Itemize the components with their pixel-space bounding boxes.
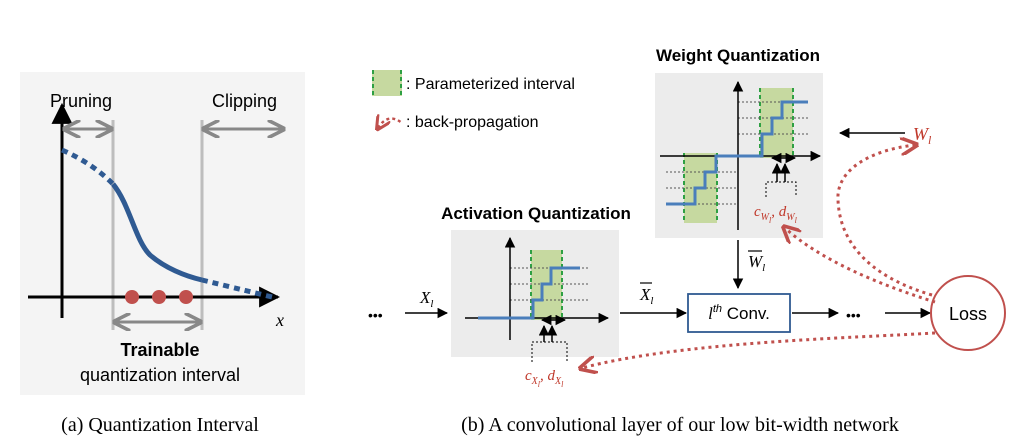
loss-node <box>930 275 1006 351</box>
curve-clipped-segment <box>201 277 273 300</box>
weight-interval-positive <box>760 88 793 158</box>
activation-step-function <box>478 266 580 320</box>
backprop-to-activation-params <box>582 331 936 368</box>
weight-param-bracket <box>765 181 797 197</box>
quantized-weight-label: Wl <box>748 252 765 274</box>
weight-quantization-title: Weight Quantization <box>656 46 820 65</box>
caption-a: (a) Quantization Interval <box>61 414 259 436</box>
input-ellipsis: ••• <box>368 307 383 323</box>
backprop-to-weight-input <box>836 145 933 297</box>
clipping-label: Clipping <box>212 91 277 111</box>
conv-layer-label: lth Conv. <box>708 303 770 323</box>
legend-backprop-label: : back-propagation <box>406 114 539 131</box>
weight-input-label: Wl <box>913 124 932 147</box>
quantization-interval-label: quantization interval <box>80 365 240 385</box>
activation-input-label: Xl <box>419 288 433 310</box>
conv-layer-box <box>687 293 791 333</box>
output-ellipsis: ••• <box>846 307 861 323</box>
legend-backprop-arrow <box>378 119 403 128</box>
backprop-to-weight-params <box>785 228 936 304</box>
quantized-activation-label: Xl <box>639 285 653 307</box>
curve-trainable-segment <box>111 182 203 283</box>
quantization-point <box>125 290 139 304</box>
x-axis-label: x <box>275 310 284 330</box>
quantization-point <box>179 290 193 304</box>
legend-interval-label: : Parameterized interval <box>406 76 575 93</box>
panel-a-quantization-interval: Pruning Clipping x Trainable quantizatio… <box>20 72 305 436</box>
loss-label: Loss <box>949 304 987 324</box>
quantization-point <box>152 290 166 304</box>
activation-quantization-title: Activation Quantization <box>441 204 631 223</box>
legend-interval-swatch <box>372 70 402 96</box>
pruning-label: Pruning <box>50 91 112 111</box>
weight-step-function <box>666 100 808 206</box>
curve-pruned-segment <box>61 147 115 186</box>
caption-b: (b) A convolutional layer of our low bit… <box>461 414 899 436</box>
panel-b-conv-layer: : Parameterized interval : back-propagat… <box>368 46 1006 436</box>
activation-param-bracket <box>531 341 568 362</box>
trainable-label: Trainable <box>120 340 199 360</box>
activation-params-label: cXl, dXl <box>525 368 564 389</box>
